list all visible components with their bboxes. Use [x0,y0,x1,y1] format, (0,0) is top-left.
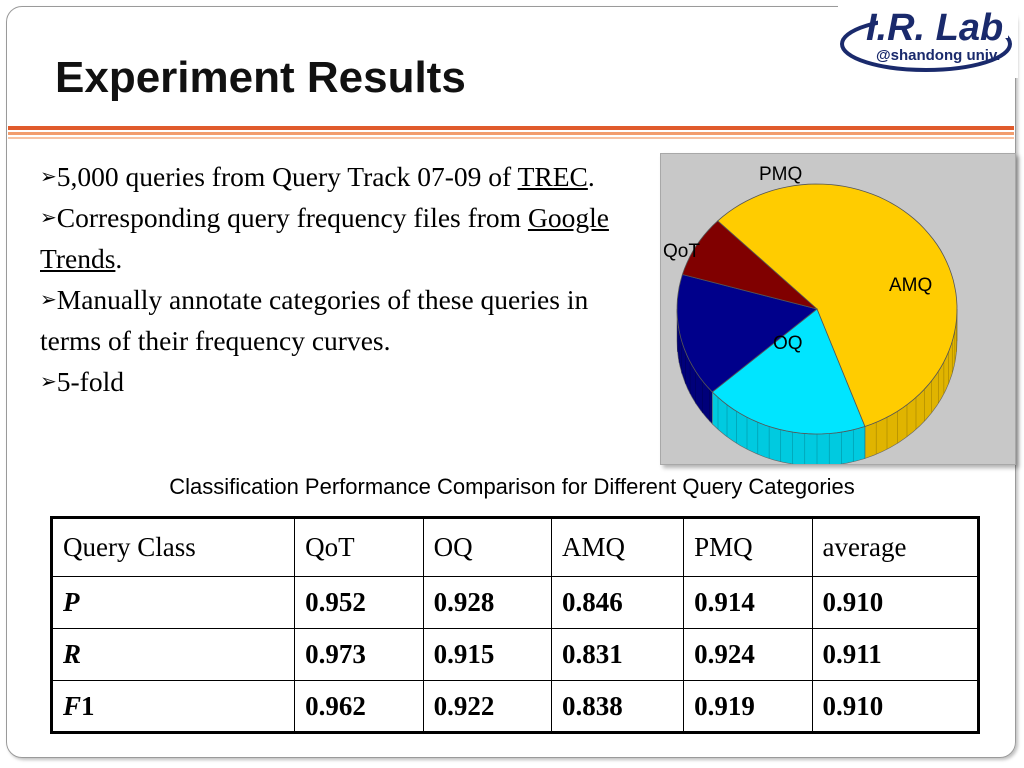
ir-lab-logo: I.R. Lab @shandong univ. [838,0,1018,78]
table-cell: 0.962 [294,680,424,733]
table-cell: 0.838 [551,680,685,733]
title-divider [8,132,1014,135]
google-trends-link[interactable]: Google Trends [40,202,609,274]
header-cell: average [811,517,980,577]
table-cell: 0.846 [551,576,685,629]
arrow-bullet-icon: ➢ [40,369,57,393]
table-cell: 0.831 [551,628,685,681]
bullet-item: ➢5-fold [40,366,124,397]
table-cell: 0.919 [683,680,813,733]
bullet-list: ➢5,000 queries from Query Track 07-09 of… [40,156,640,402]
arrow-bullet-icon: ➢ [40,287,57,311]
table-cell: 0.910 [811,576,980,629]
table-cell: 0.922 [422,680,553,733]
header-cell: Query Class [50,517,296,577]
header-cell: PMQ [683,517,813,577]
header-cell: OQ [422,517,553,577]
pie-slice-qot [676,274,818,393]
bullet-item: ➢5,000 queries from Query Track 07-09 of… [40,161,595,192]
arrow-bullet-icon: ➢ [40,205,57,229]
pie-slice-amq [717,183,958,428]
bullet-item: ➢Manually annotate categories of these q… [40,284,589,356]
trec-link[interactable]: TREC [517,161,588,192]
row-label: P [50,576,296,629]
row-label: R [50,628,296,681]
table-row: P 0.952 0.928 0.846 0.914 0.910 [50,576,980,629]
row-label: F1 [50,680,296,733]
table-cell: 0.910 [811,680,980,733]
header-cell: QoT [294,517,424,577]
pie-label-qot: QoT [663,241,700,262]
slide-title: Experiment Results [55,53,466,102]
pie-slice-oq [711,308,866,435]
title-divider [8,137,1014,139]
table-row: F1 0.962 0.922 0.838 0.919 0.910 [50,680,980,733]
pie-label-amq: AMQ [889,275,932,296]
table-cell: 0.924 [683,628,813,681]
pie-slice-pmq [681,220,818,310]
logo-main-text: I.R. Lab [866,7,1003,49]
table-cell: 0.973 [294,628,424,681]
pie-label-pmq: PMQ [759,164,802,185]
logo-sub-text: @shandong univ. [876,47,1000,64]
table-cell: 0.914 [683,576,813,629]
table-caption: Classification Performance Comparison fo… [169,474,855,499]
table-cell: 0.928 [422,576,553,629]
pie-label-oq: OQ [773,333,803,354]
table-row: R 0.973 0.915 0.831 0.924 0.911 [50,628,980,681]
results-table: Query Class QoT OQ AMQ PMQ average P 0.9… [50,516,980,734]
table-cell: 0.952 [294,576,424,629]
pie-chart: AMQ OQ QoT PMQ [663,164,958,464]
table-cell: 0.911 [811,628,980,681]
bullet-item: ➢Corresponding query frequency files fro… [40,202,609,274]
pie-chart-panel: AMQ OQ QoT PMQ [660,153,1016,465]
table-header-row: Query Class QoT OQ AMQ PMQ average [50,517,980,577]
arrow-bullet-icon: ➢ [40,164,57,188]
table-cell: 0.915 [422,628,553,681]
header-cell: AMQ [551,517,685,577]
title-divider [8,126,1014,130]
